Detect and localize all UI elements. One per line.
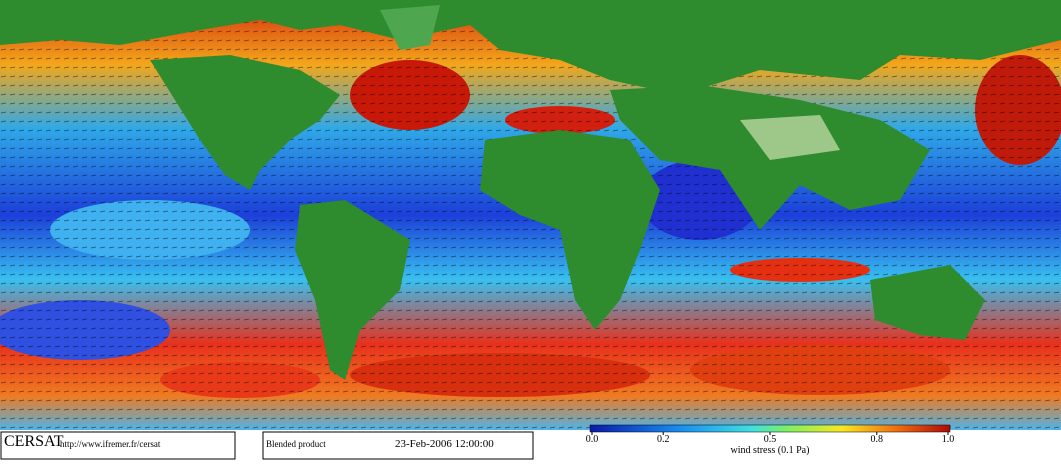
colorbar-tick-label: 0.8 <box>871 434 884 445</box>
colorbar-label: wind stress (0.1 Pa) <box>731 445 810 456</box>
colorbar-tick-label: 0.5 <box>764 434 777 445</box>
product: Blended product <box>266 439 326 449</box>
date: 23-Feb-2006 12:00:00 <box>395 438 494 450</box>
colorbar <box>589 424 951 433</box>
footer: CERSAT http://www.ifremer.fr/cersat Blen… <box>0 424 1061 462</box>
colorbar-tick-label: 0.2 <box>657 434 670 445</box>
colorbar-tick-label: 0.0 <box>586 434 599 445</box>
logo-box <box>0 431 236 460</box>
product-box <box>262 431 534 460</box>
colorbar-tick-label: 1.0 <box>942 434 955 445</box>
continents <box>0 0 1061 380</box>
url: http://www.ifremer.fr/cersat <box>60 439 161 449</box>
logo: CERSAT <box>4 433 64 450</box>
